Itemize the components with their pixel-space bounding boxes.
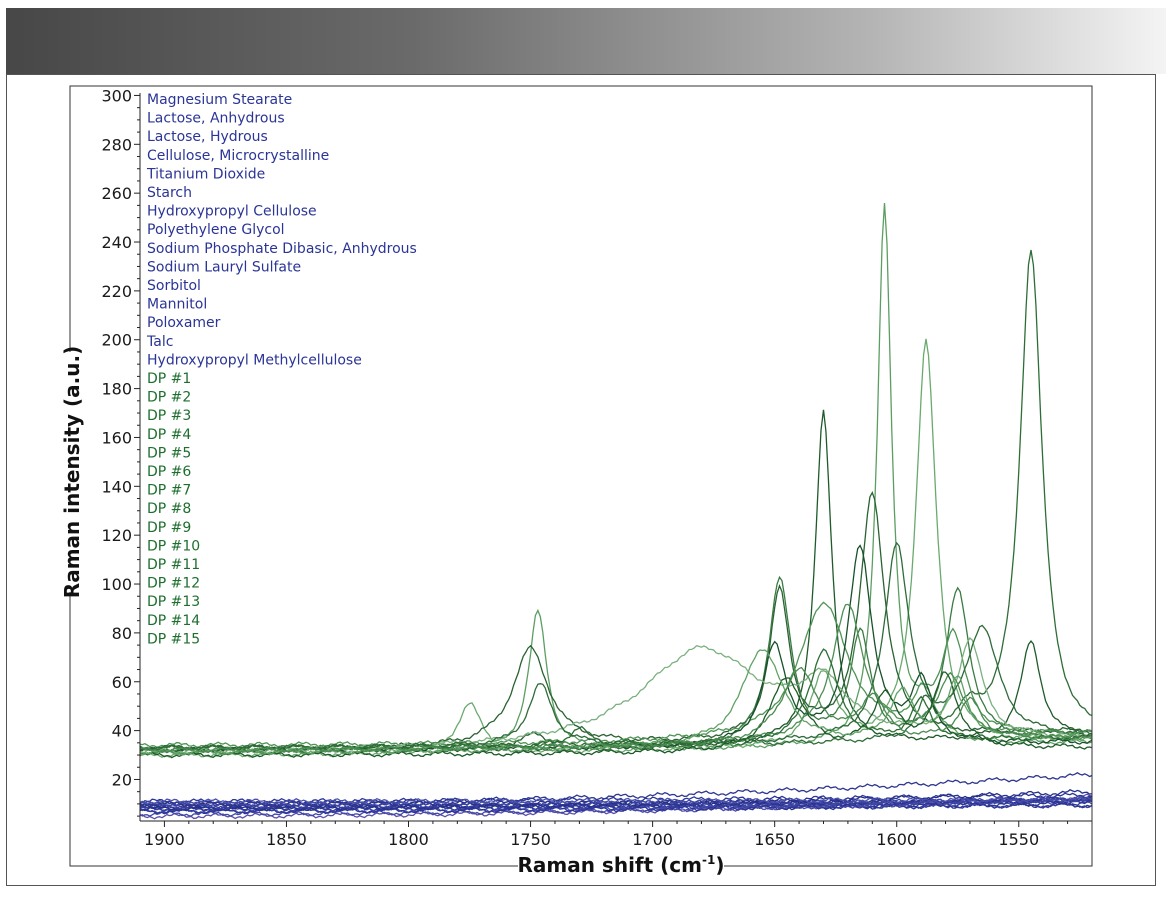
y-tick-label: 120 xyxy=(101,526,132,545)
legend-entry: DP #6 xyxy=(147,464,191,480)
spectrum-line xyxy=(139,649,1093,756)
y-tick-label: 100 xyxy=(101,575,132,594)
legend-entry: DP #4 xyxy=(147,427,191,443)
spectrum-line xyxy=(139,575,1093,756)
legend-entry: Sodium Lauryl Sulfate xyxy=(147,259,301,275)
legend-entry: DP #14 xyxy=(147,613,200,629)
spectrum-line xyxy=(139,541,1093,751)
legend-entry: DP #11 xyxy=(147,557,200,573)
spectrum-line xyxy=(139,792,1093,805)
y-tick-label: 140 xyxy=(101,477,132,496)
y-tick-label: 240 xyxy=(101,233,132,252)
y-tick-label: 20 xyxy=(112,770,132,789)
legend-entry: Hydroxypropyl Cellulose xyxy=(147,204,317,220)
y-tick-label: 160 xyxy=(101,428,132,447)
legend-entry: Starch xyxy=(147,185,192,201)
legend-entry: DP #10 xyxy=(147,538,200,554)
x-axis-title-suffix: ) xyxy=(715,853,724,877)
x-tick-label: 1850 xyxy=(266,830,307,849)
legend-entry: DP #3 xyxy=(147,408,191,424)
spectrum-line xyxy=(139,671,1093,759)
y-axis-title-backdrop xyxy=(60,352,82,592)
x-tick-label: 1550 xyxy=(998,830,1039,849)
y-tick-label: 60 xyxy=(112,673,132,692)
spectrum-line xyxy=(140,409,1093,754)
y-tick-label: 80 xyxy=(112,624,132,643)
x-axis-ticks: 1900 1850 1800 1750 1700 1650 1600 1550 xyxy=(144,821,1069,849)
legend-entry: DP #2 xyxy=(147,390,191,406)
x-tick-label: 1650 xyxy=(754,830,795,849)
spectrum-line xyxy=(139,249,1093,751)
legend-entry: DP #13 xyxy=(147,594,200,610)
legend-entry: DP #15 xyxy=(147,631,200,647)
spectrum-line xyxy=(139,648,1093,751)
legend-entry: Lactose, Anhydrous xyxy=(147,111,285,127)
x-tick-label: 1900 xyxy=(144,830,185,849)
legend-entry: Sorbitol xyxy=(147,278,201,294)
legend-entry: DP #9 xyxy=(147,520,191,536)
spectrum-line xyxy=(139,203,1093,756)
spectrum-line xyxy=(139,666,1093,754)
legend-entry: DP #7 xyxy=(147,483,191,499)
legend-entry: DP #8 xyxy=(147,501,191,517)
legend: Magnesium Stearate Lactose, Anhydrous Lact… xyxy=(146,92,417,647)
legend-entry: Lactose, Hydrous xyxy=(147,129,268,145)
x-tick-label: 1750 xyxy=(510,830,551,849)
legend-entry: Poloxamer xyxy=(147,315,221,331)
spectra-layer xyxy=(139,203,1093,820)
spectrum-line xyxy=(139,772,1093,808)
legend-entry: Hydroxypropyl Methylcellulose xyxy=(147,352,362,368)
x-axis-title-backdrop xyxy=(518,852,724,878)
y-axis-title: Raman intensity (a.u.) xyxy=(60,346,84,598)
legend-entry: Cellulose, Microcrystalline xyxy=(147,148,329,164)
legend-entry: Talc xyxy=(146,334,173,350)
y-tick-label: 200 xyxy=(101,331,132,350)
legend-entry: DP #1 xyxy=(147,371,191,387)
spectrum-line xyxy=(139,796,1093,805)
x-tick-label: 1600 xyxy=(876,830,917,849)
legend-entry: DP #12 xyxy=(147,576,200,592)
spectrum-line xyxy=(139,338,1093,759)
legend-entry: Polyethylene Glycol xyxy=(147,222,285,238)
figure-frame xyxy=(6,74,1156,886)
legend-entry: Mannitol xyxy=(147,297,207,313)
y-tick-label: 180 xyxy=(101,380,132,399)
legend-entry: DP #5 xyxy=(147,445,191,461)
x-tick-label: 1700 xyxy=(632,830,673,849)
x-tick-label: 1800 xyxy=(388,830,429,849)
y-tick-label: 280 xyxy=(101,135,132,154)
legend-entry: Titanium Dioxide xyxy=(146,166,265,182)
y-tick-label: 40 xyxy=(112,722,132,741)
x-axis-title: Raman shift (cm-1) xyxy=(518,853,725,877)
spectrum-line xyxy=(139,544,1093,754)
x-axis-title-main: Raman shift (cm xyxy=(518,853,703,877)
y-axis-ticks: 20 40 60 80 100 120 140 160 180 200 220 240 260 280 30… xyxy=(101,86,140,817)
header-band xyxy=(6,8,1166,74)
legend-entry: Magnesium Stearate xyxy=(147,92,292,108)
y-tick-label: 260 xyxy=(101,184,132,203)
y-tick-label: 220 xyxy=(101,282,132,301)
x-axis-title-superscript: -1 xyxy=(702,853,715,867)
legend-entry: Sodium Phosphate Dibasic, Anhydrous xyxy=(147,241,417,257)
spectrum-line xyxy=(139,799,1093,815)
spectrum-line xyxy=(139,796,1093,817)
y-tick-label: 300 xyxy=(101,86,132,105)
